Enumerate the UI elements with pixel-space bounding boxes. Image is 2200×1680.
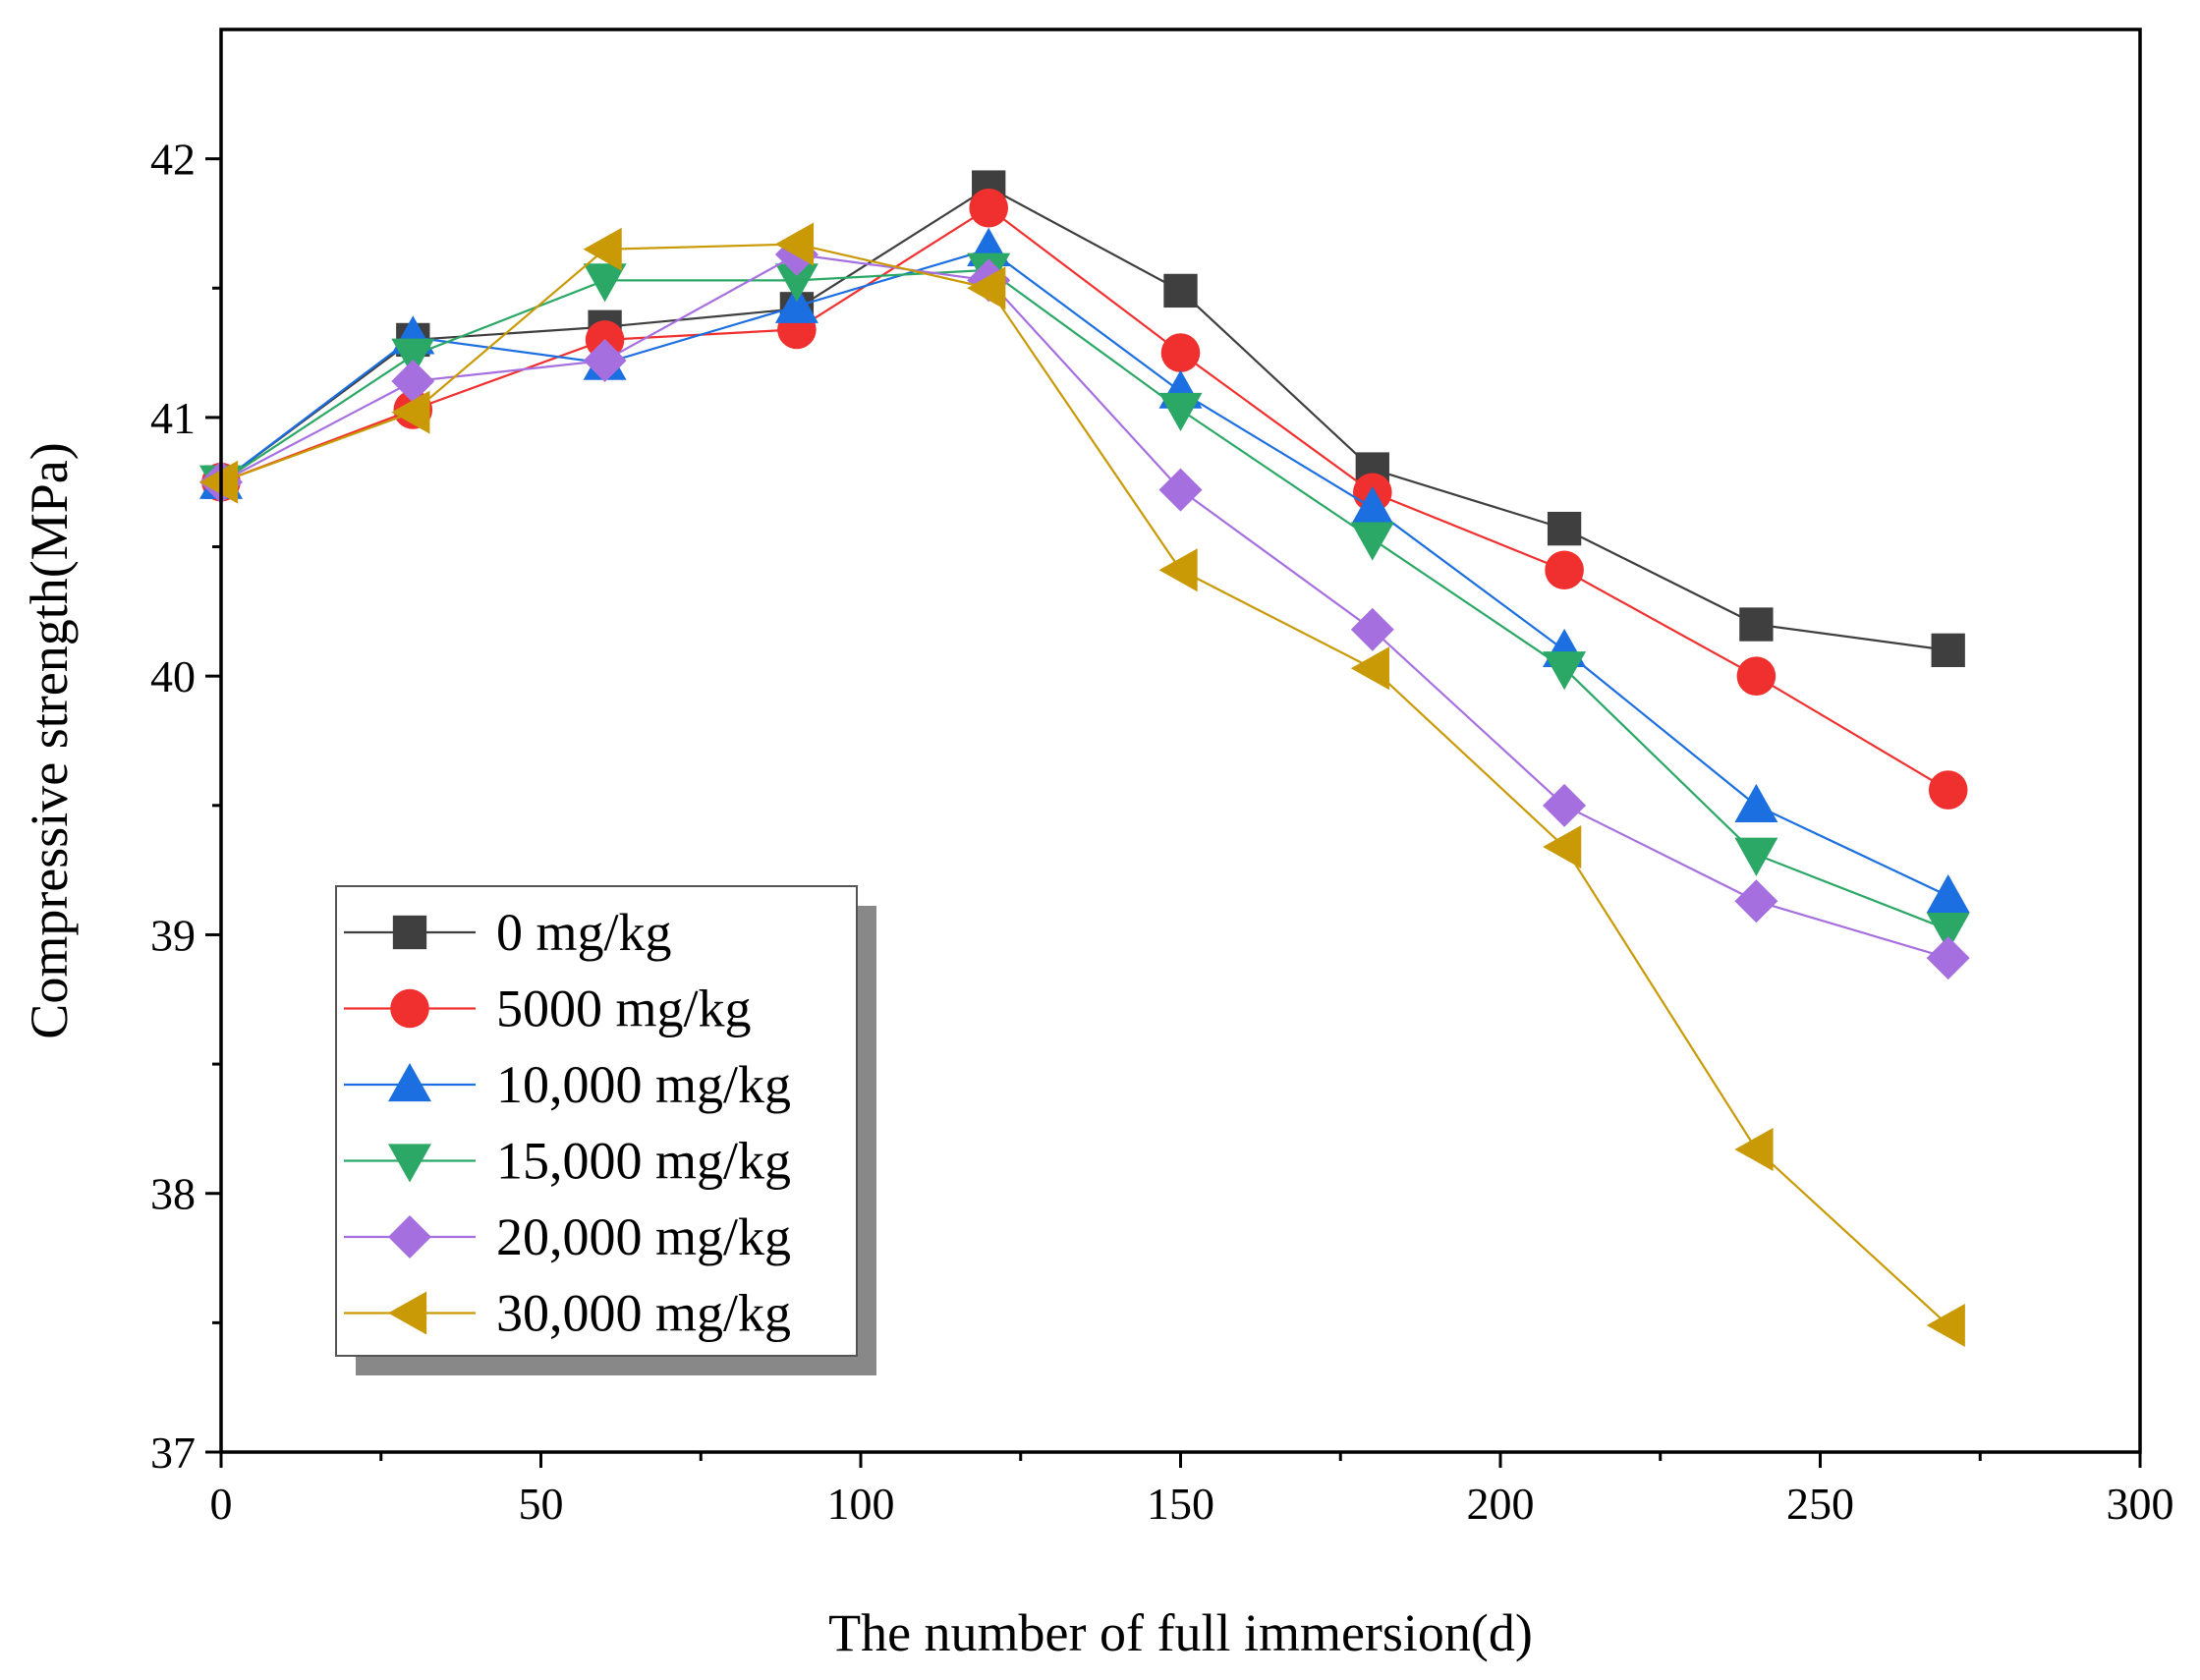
series-line <box>220 248 1949 897</box>
data-point <box>1547 511 1582 546</box>
data-point <box>1545 550 1584 590</box>
series-line <box>220 243 1949 1326</box>
data-point <box>583 227 622 271</box>
series-line <box>220 206 1949 791</box>
series-line <box>220 252 1949 960</box>
y-tick-label: 42 <box>150 135 196 185</box>
x-tick-label: 300 <box>2107 1479 2174 1529</box>
data-point <box>391 360 435 404</box>
data-point <box>1734 1127 1774 1171</box>
legend-entry-4: 20,000 mg/kg <box>344 1207 791 1266</box>
data-point <box>1736 656 1777 696</box>
data-point <box>1543 783 1587 827</box>
y-axis-title: Compressive strength(MPa) <box>20 442 79 1038</box>
legend-label: 15,000 mg/kg <box>496 1132 791 1191</box>
data-point <box>1158 392 1203 432</box>
legend-marker <box>388 1063 431 1102</box>
data-point <box>1158 548 1198 592</box>
legend-entry-1: 5000 mg/kg <box>344 980 752 1038</box>
data-point <box>1734 837 1778 876</box>
series-line <box>220 186 1948 651</box>
y-tick-label: 38 <box>150 1169 196 1219</box>
series-layer <box>199 170 1970 1347</box>
legend-marker <box>390 988 429 1029</box>
x-tick-label: 250 <box>1786 1479 1854 1529</box>
data-point <box>1926 936 1970 980</box>
legend-box <box>335 885 858 1357</box>
legend-entry-5: 30,000 mg/kg <box>344 1284 791 1343</box>
legend-label: 0 mg/kg <box>496 903 672 962</box>
legend-label: 30,000 mg/kg <box>496 1284 791 1343</box>
x-tick-label: 100 <box>827 1479 895 1529</box>
data-point <box>391 390 430 434</box>
data-point <box>774 222 815 266</box>
legend-entry-3: 15,000 mg/kg <box>344 1132 791 1191</box>
data-point <box>1350 646 1389 691</box>
y-tick-label: 39 <box>150 910 196 960</box>
legend-label: 20,000 mg/kg <box>496 1207 791 1266</box>
data-point <box>774 284 818 323</box>
data-point <box>969 188 1008 228</box>
data-point <box>1926 913 1970 952</box>
data-point <box>1739 607 1774 642</box>
data-point <box>967 266 1006 310</box>
x-tick-label: 200 <box>1467 1479 1535 1529</box>
data-point <box>1734 879 1778 924</box>
legend-label: 5000 mg/kg <box>496 980 752 1038</box>
data-point <box>1734 783 1778 822</box>
legend-entry-2: 10,000 mg/kg <box>344 1055 791 1114</box>
legend-marker <box>388 1144 431 1183</box>
y-tick-label: 41 <box>150 393 196 443</box>
data-point <box>1350 522 1394 561</box>
x-tick-label: 50 <box>519 1479 564 1529</box>
data-point <box>1350 486 1394 526</box>
legend-entry-0: 0 mg/kg <box>344 903 672 962</box>
x-tick-label: 150 <box>1147 1479 1214 1529</box>
series-5 <box>199 222 1965 1347</box>
data-point <box>1158 468 1203 512</box>
legend: 0 mg/kg 5000 mg/kg 10,000 mg/kg 15,000 mg/k… <box>335 885 876 1375</box>
legend-marker <box>392 915 427 950</box>
data-point <box>1543 824 1582 868</box>
legend-marker <box>388 1215 431 1259</box>
data-point <box>1160 333 1201 372</box>
data-point <box>1543 651 1587 691</box>
series-line <box>220 268 1949 931</box>
data-point <box>199 460 239 504</box>
x-tick-label: 0 <box>210 1479 233 1529</box>
data-point <box>1350 607 1394 651</box>
y-tick-label: 40 <box>150 651 196 701</box>
data-point <box>1926 873 1970 914</box>
axes-layer: 0 50 100 150 200 250 300 37 38 39 40 41 42 <box>150 135 2174 1529</box>
x-axis-title: The number of full immersion(d) <box>828 1603 1533 1662</box>
data-point <box>774 263 818 303</box>
y-tick-label: 37 <box>150 1428 196 1478</box>
data-point <box>1926 1303 1965 1347</box>
legend-marker <box>388 1291 427 1335</box>
data-point <box>1163 273 1198 308</box>
data-point <box>391 338 435 377</box>
data-point <box>1931 633 1965 668</box>
data-point <box>583 263 627 303</box>
data-point <box>583 338 627 382</box>
legend-label: 10,000 mg/kg <box>496 1055 791 1114</box>
data-point <box>1928 770 1968 810</box>
